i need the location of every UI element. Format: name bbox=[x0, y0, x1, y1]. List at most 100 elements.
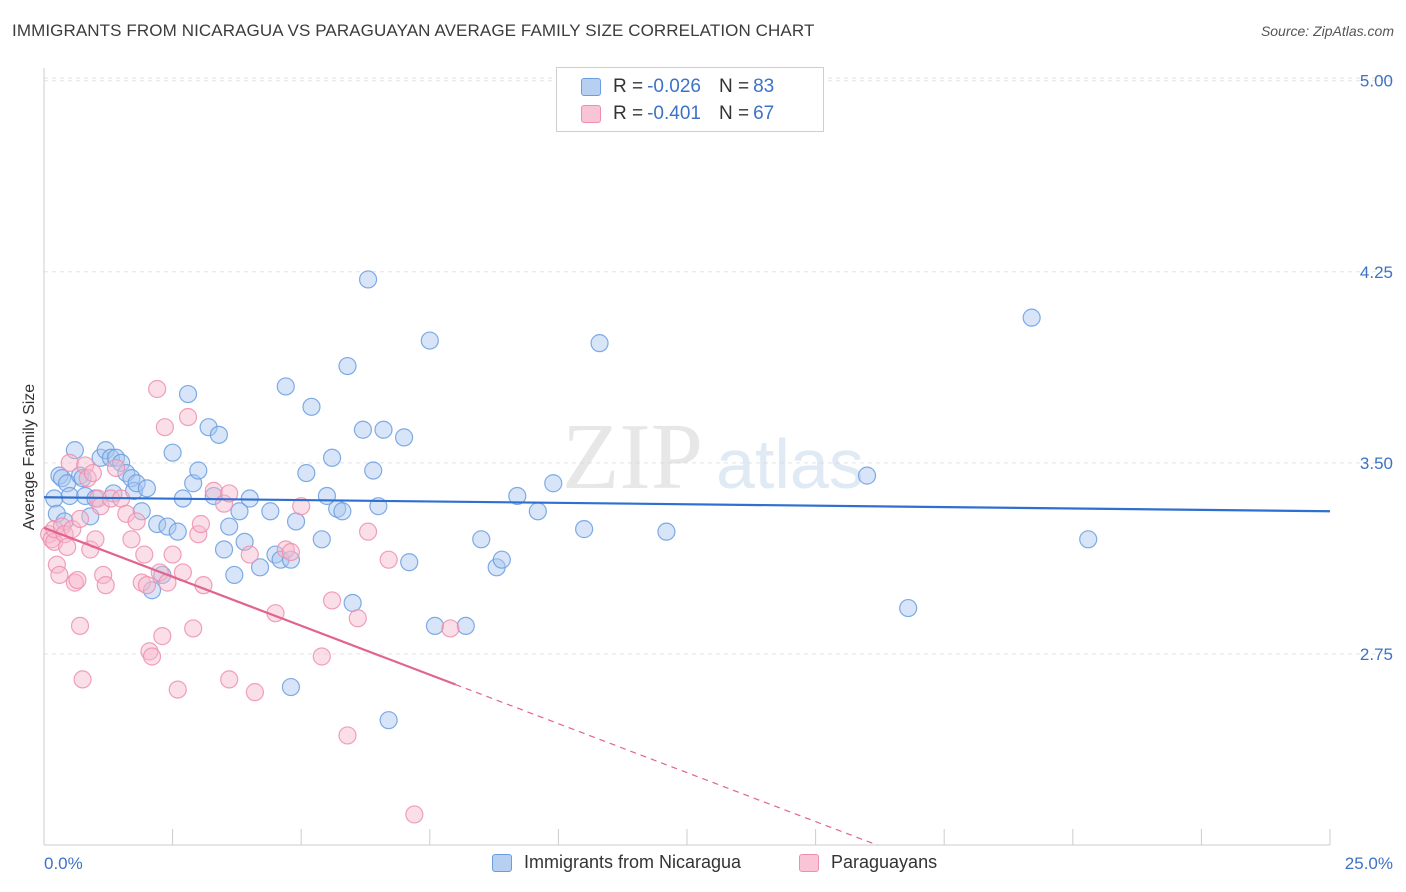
nicaragua-point bbox=[106, 448, 126, 467]
nicaragua-point bbox=[286, 512, 306, 531]
nicaragua-point bbox=[297, 463, 316, 483]
legend-item-nicaragua: Immigrants from Nicaragua bbox=[492, 852, 741, 873]
nicaragua-point bbox=[52, 469, 72, 488]
nicaragua-point bbox=[492, 550, 511, 569]
nicaragua-point bbox=[137, 479, 156, 498]
nicaragua-point bbox=[168, 522, 187, 541]
nicaragua-point bbox=[142, 581, 162, 600]
y-tick-label: 4.25 bbox=[1360, 263, 1393, 282]
paraguayans-point bbox=[220, 670, 239, 689]
nicaragua-point bbox=[112, 453, 131, 472]
nicaragua-point bbox=[178, 384, 198, 404]
nicaragua-point bbox=[1022, 308, 1041, 327]
paraguayans-point bbox=[73, 670, 92, 689]
legend-r-label: R = bbox=[613, 103, 644, 124]
watermark-atlas: atlas bbox=[716, 425, 864, 503]
paraguayans-point bbox=[65, 573, 84, 592]
paraguayans-point bbox=[191, 514, 210, 534]
nicaragua-trend-line bbox=[43, 496, 1331, 513]
x-tick-labels: 0.0% 25.0% bbox=[44, 854, 1393, 873]
legend-n-label: N = bbox=[718, 103, 750, 124]
nicaragua-point bbox=[400, 553, 419, 572]
legend-n-value: 67 bbox=[753, 103, 775, 124]
paraguayans-point bbox=[220, 484, 239, 503]
legend-r-value: -0.401 bbox=[647, 103, 701, 124]
nicaragua-point bbox=[209, 425, 228, 444]
paraguayans-point bbox=[142, 647, 162, 666]
paraguayans-point bbox=[96, 576, 115, 595]
chart-title: IMMIGRANTS FROM NICARAGUA VS PARAGUAYAN … bbox=[12, 21, 815, 40]
paraguayans-point bbox=[117, 504, 136, 523]
nicaragua-point bbox=[322, 448, 342, 467]
nicaragua-point bbox=[250, 558, 270, 577]
source-label: Source: ZipAtlas.com bbox=[1260, 23, 1394, 39]
legend-item-paraguayans: Paraguayans bbox=[799, 852, 937, 873]
paraguayans-point bbox=[184, 619, 203, 638]
nicaragua-point bbox=[1079, 530, 1098, 549]
paraguayans-point bbox=[70, 616, 90, 636]
nicaragua-point bbox=[261, 502, 280, 521]
legend-label-paraguayans: Paraguayans bbox=[831, 852, 938, 872]
paraguayans-point bbox=[312, 647, 331, 666]
nicaragua-point bbox=[230, 502, 249, 521]
legend-r-label: R = bbox=[613, 76, 644, 97]
nicaragua-point bbox=[353, 420, 373, 439]
nicaragua-point bbox=[394, 428, 414, 447]
paraguayans-point bbox=[338, 726, 357, 745]
axes bbox=[43, 68, 1331, 846]
paraguayans-point bbox=[441, 619, 460, 638]
legend-n-value: 83 bbox=[753, 76, 775, 97]
trend-lines bbox=[43, 496, 1331, 846]
nicaragua-point bbox=[50, 466, 69, 485]
legend-swatch-blue bbox=[581, 78, 601, 96]
paraguayans-point bbox=[178, 407, 198, 427]
nicaragua-point bbox=[590, 334, 609, 353]
series-paraguayans-points bbox=[40, 379, 460, 824]
watermark-zip: ZIP bbox=[562, 405, 703, 509]
paraguayans-point bbox=[379, 550, 398, 569]
paraguayans-point bbox=[240, 545, 259, 564]
nicaragua-point bbox=[899, 598, 918, 618]
nicaragua-point bbox=[657, 522, 676, 541]
paraguayans-point bbox=[405, 805, 424, 824]
paraguayans-point bbox=[83, 463, 102, 483]
nicaragua-point bbox=[528, 502, 547, 521]
paraguayans-point bbox=[245, 683, 265, 702]
paraguayans-point bbox=[148, 379, 167, 399]
paraguayans-point bbox=[70, 509, 90, 529]
legend-label-nicaragua: Immigrants from Nicaragua bbox=[524, 852, 742, 872]
nicaragua-point bbox=[158, 517, 177, 536]
y-tick-label: 3.50 bbox=[1360, 454, 1393, 473]
nicaragua-point bbox=[132, 502, 151, 521]
nicaragua-point bbox=[508, 486, 527, 506]
paraguayans-point bbox=[322, 591, 342, 610]
paraguayans-point bbox=[140, 642, 159, 661]
nicaragua-point bbox=[189, 461, 208, 480]
legend-swatch-blue bbox=[492, 853, 512, 872]
nicaragua-point bbox=[338, 356, 357, 376]
nicaragua-point bbox=[281, 550, 301, 569]
paraguayans-point bbox=[50, 565, 69, 585]
paraguayans-point bbox=[132, 573, 151, 592]
nicaragua-point bbox=[101, 448, 120, 467]
legend-swatch-pink bbox=[581, 105, 601, 123]
nicaragua-point bbox=[312, 530, 331, 549]
nicaragua-point bbox=[420, 331, 439, 350]
paraguayans-trend-line bbox=[43, 526, 456, 686]
legend-row-nicaragua: R = -0.026 N = 83 bbox=[581, 75, 774, 99]
watermark: ZIP atlas bbox=[562, 405, 864, 509]
paraguayans-point bbox=[78, 469, 97, 488]
x-tick-label-min: 0.0% bbox=[44, 854, 83, 873]
nicaragua-point bbox=[163, 443, 182, 462]
nicaragua-point bbox=[343, 593, 362, 613]
legend-r-value: -0.026 bbox=[647, 76, 701, 97]
paraguayans-point bbox=[281, 542, 301, 562]
nicaragua-point bbox=[544, 474, 563, 493]
nicaragua-point bbox=[374, 420, 393, 439]
y-axis-label: Average Family Size bbox=[21, 384, 38, 531]
nicaragua-point bbox=[379, 711, 398, 730]
nicaragua-point bbox=[857, 466, 877, 485]
nicaragua-point bbox=[425, 616, 445, 636]
paraguayans-point bbox=[122, 530, 141, 549]
